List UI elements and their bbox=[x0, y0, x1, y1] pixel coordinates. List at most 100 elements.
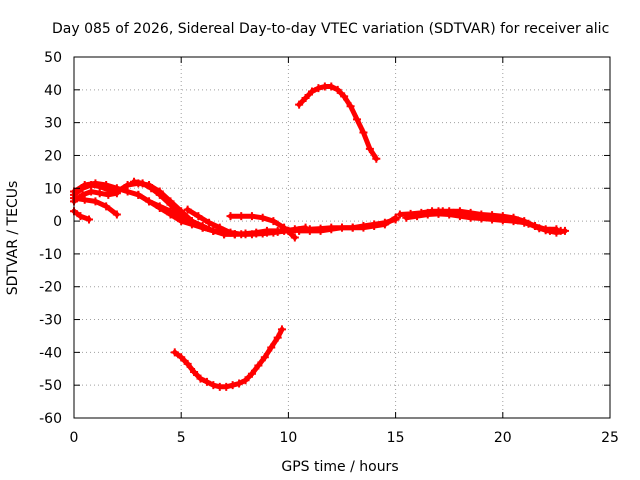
data-point-marker bbox=[273, 227, 282, 236]
data-point-marker bbox=[346, 102, 355, 111]
grid bbox=[74, 57, 610, 418]
y-tick-label: -50 bbox=[39, 378, 62, 394]
data-point-marker bbox=[509, 213, 518, 222]
x-tick-label: 5 bbox=[177, 430, 186, 446]
x-tick-label: 10 bbox=[279, 430, 297, 446]
data-point-marker bbox=[91, 179, 100, 188]
data-point-marker bbox=[102, 180, 111, 189]
data-point-marker bbox=[183, 205, 192, 214]
data-series bbox=[70, 82, 569, 391]
data-point-marker bbox=[455, 207, 464, 216]
y-tick-label: -30 bbox=[39, 313, 62, 329]
data-point-marker bbox=[277, 325, 286, 334]
data-point-marker bbox=[488, 211, 497, 220]
series-trace-arc-12 bbox=[296, 216, 399, 234]
data-point-marker bbox=[241, 376, 250, 385]
data-point-marker bbox=[130, 177, 139, 186]
data-point-marker bbox=[85, 215, 94, 224]
data-point-marker bbox=[138, 179, 147, 188]
data-point-marker bbox=[134, 190, 143, 199]
y-tick-label: 50 bbox=[44, 50, 62, 66]
y-tick-label: -40 bbox=[39, 345, 62, 361]
data-point-marker bbox=[177, 213, 186, 222]
data-point-marker bbox=[247, 212, 256, 221]
data-point-marker bbox=[235, 379, 244, 388]
x-tick-label: 20 bbox=[494, 430, 512, 446]
data-point-marker bbox=[520, 217, 529, 226]
data-point-marker bbox=[284, 226, 293, 235]
data-point-marker bbox=[290, 233, 299, 242]
x-axis-label: GPS time / hours bbox=[281, 459, 398, 475]
data-point-marker bbox=[348, 223, 357, 232]
data-point-marker bbox=[183, 359, 192, 368]
data-point-marker bbox=[327, 82, 336, 91]
y-tick-label: 0 bbox=[53, 214, 62, 230]
data-point-marker bbox=[359, 128, 368, 137]
data-point-marker bbox=[147, 184, 156, 193]
y-axis-label: SDTVAR / TECUs bbox=[5, 181, 21, 296]
data-point-marker bbox=[241, 230, 250, 239]
data-point-marker bbox=[423, 208, 432, 217]
data-point-marker bbox=[196, 374, 205, 383]
data-point-marker bbox=[209, 381, 218, 390]
data-point-marker bbox=[170, 348, 179, 357]
y-tick-label: 30 bbox=[44, 116, 62, 132]
data-point-marker bbox=[340, 92, 349, 101]
data-point-marker bbox=[305, 226, 314, 235]
data-point-marker bbox=[166, 207, 175, 216]
data-point-marker bbox=[226, 212, 235, 221]
data-point-marker bbox=[145, 197, 154, 206]
data-point-marker bbox=[230, 230, 239, 239]
plot-frame bbox=[73, 56, 611, 419]
data-point-marker bbox=[177, 353, 186, 362]
data-point-marker bbox=[252, 229, 261, 238]
data-point-marker bbox=[391, 215, 400, 224]
data-point-marker bbox=[76, 212, 85, 221]
data-point-marker bbox=[220, 230, 229, 239]
data-point-marker bbox=[80, 195, 89, 204]
data-point-marker bbox=[190, 368, 199, 377]
x-tick-label: 15 bbox=[387, 430, 405, 446]
data-point-marker bbox=[247, 369, 256, 378]
data-point-marker bbox=[205, 218, 214, 227]
data-point-marker bbox=[87, 187, 96, 196]
data-point-marker bbox=[95, 189, 104, 198]
data-point-marker bbox=[112, 210, 121, 219]
data-point-marker bbox=[402, 213, 411, 222]
data-point-marker bbox=[359, 222, 368, 231]
data-point-marker bbox=[123, 180, 132, 189]
data-point-marker bbox=[215, 223, 224, 232]
chart-title: Day 085 of 2026, Sidereal Day-to-day VTE… bbox=[52, 21, 609, 37]
y-tick-label: 20 bbox=[44, 148, 62, 164]
data-point-marker bbox=[295, 100, 304, 109]
data-point-marker bbox=[194, 212, 203, 221]
data-point-marker bbox=[560, 226, 569, 235]
data-point-marker bbox=[434, 207, 443, 216]
axis-ticks: 0 5 10 15 20 25 50 40 30 20 10 0 -10 -20 -30 -40 -50 -60 bbox=[39, 50, 619, 446]
y-tick-label: -60 bbox=[39, 411, 62, 427]
data-point-marker bbox=[112, 187, 121, 196]
x-tick-label: 0 bbox=[70, 430, 79, 446]
data-point-marker bbox=[102, 202, 111, 211]
data-point-marker bbox=[552, 228, 561, 237]
data-point-marker bbox=[372, 154, 381, 163]
data-point-marker bbox=[380, 218, 389, 227]
data-point-marker bbox=[104, 190, 113, 199]
data-point-marker bbox=[273, 333, 282, 342]
data-point-marker bbox=[338, 223, 346, 232]
y-tick-label: 10 bbox=[44, 181, 62, 197]
data-point-marker bbox=[365, 144, 374, 153]
data-point-marker bbox=[269, 217, 278, 226]
y-tick-label: -20 bbox=[39, 280, 62, 296]
data-point-marker bbox=[187, 218, 196, 227]
data-point-marker bbox=[155, 202, 164, 211]
y-tick-label: 40 bbox=[44, 83, 62, 99]
data-point-marker bbox=[258, 213, 267, 222]
data-point-marker bbox=[316, 226, 325, 235]
data-point-marker bbox=[395, 210, 404, 219]
data-point-marker bbox=[333, 85, 342, 94]
data-point-marker bbox=[445, 207, 454, 216]
data-point-marker bbox=[267, 343, 276, 352]
data-point-marker bbox=[314, 84, 323, 93]
